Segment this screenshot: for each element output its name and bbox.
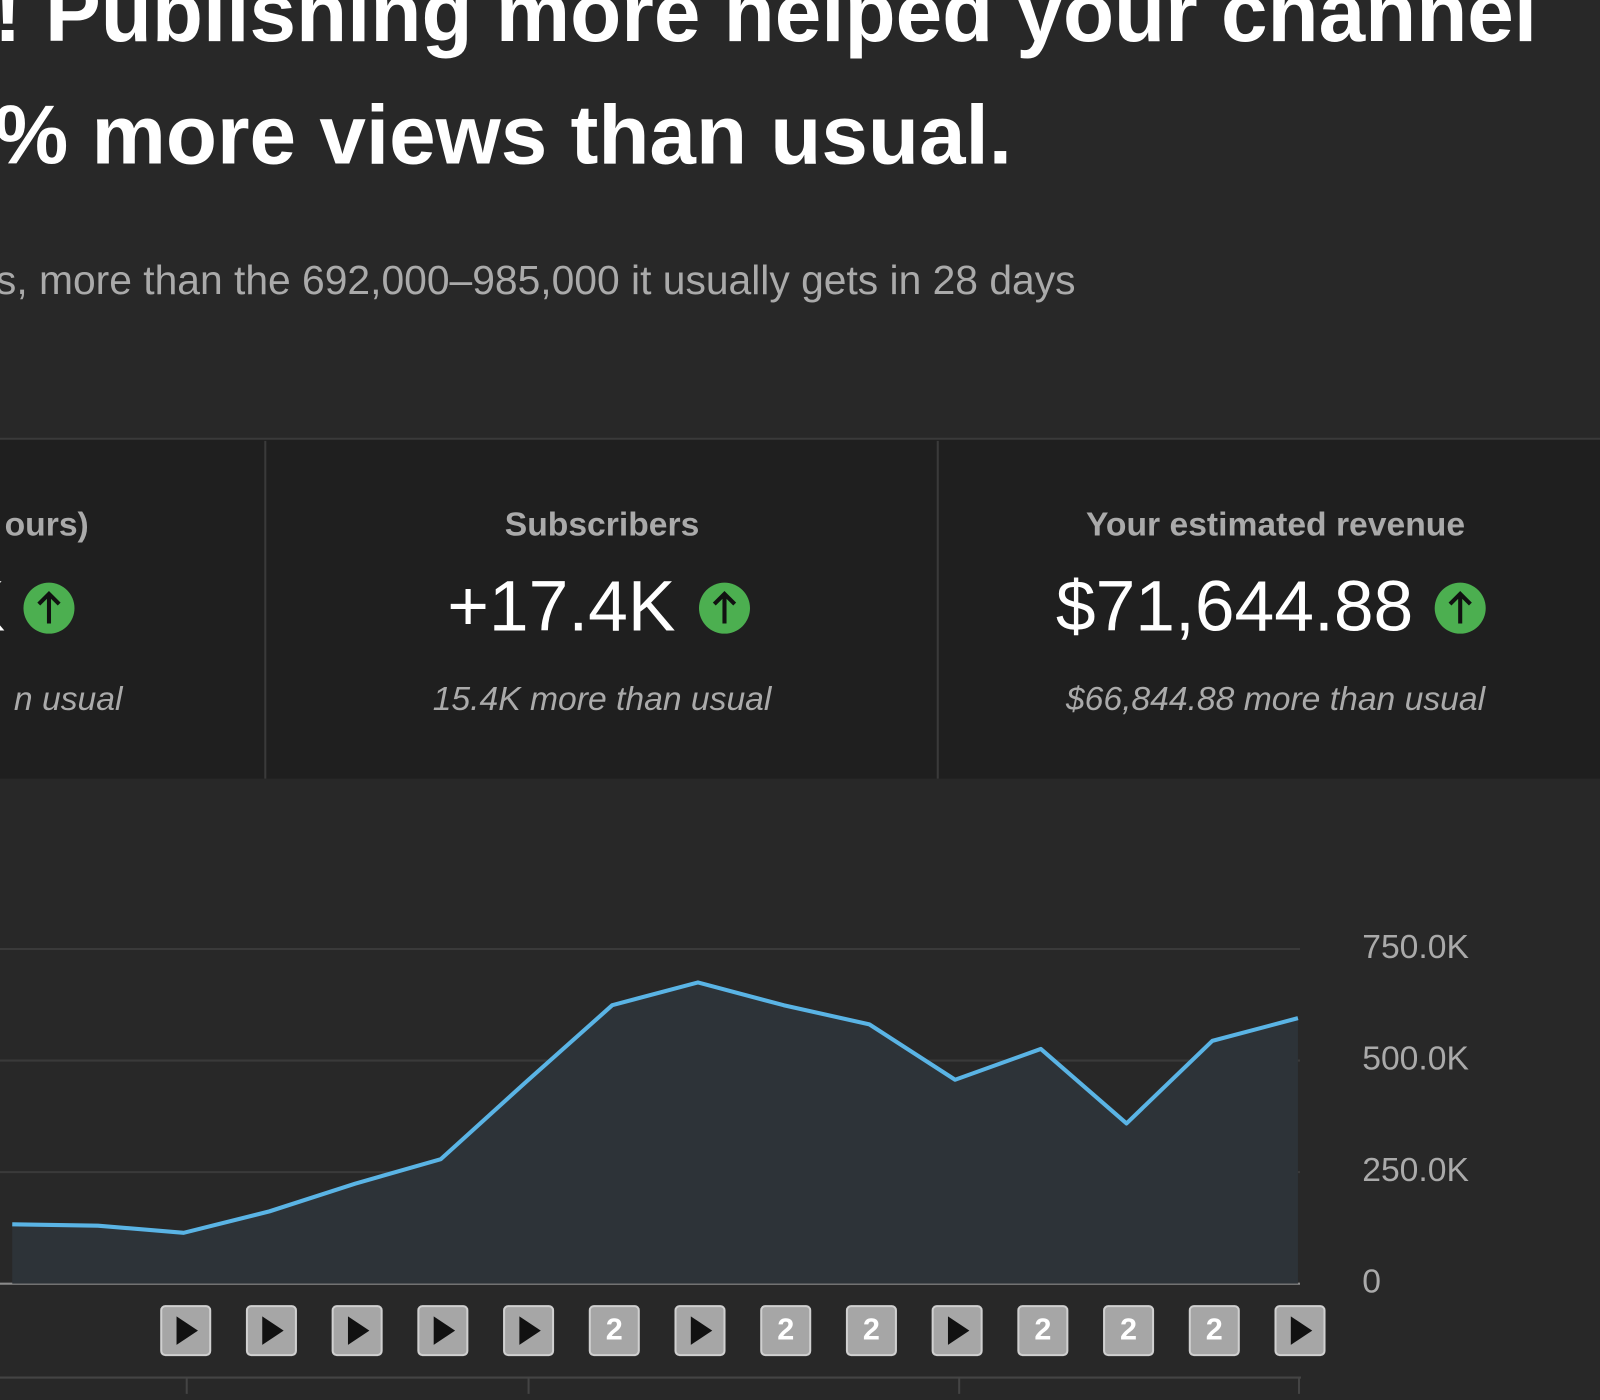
y-tick-label: 500.0K bbox=[1362, 1040, 1469, 1077]
marker-count: 2 bbox=[1034, 1313, 1051, 1347]
play-icon bbox=[176, 1316, 198, 1345]
marker-box bbox=[1017, 1305, 1069, 1357]
headline: ! Publishing more helped your channel bbox=[0, 0, 1537, 59]
marker-box bbox=[760, 1305, 812, 1357]
metric-card[interactable]: ours) K n usual bbox=[0, 507, 124, 718]
metric-title: ours) bbox=[5, 507, 89, 544]
video-marker[interactable] bbox=[503, 1305, 555, 1357]
metric-card[interactable]: Subscribers +17.4K 15.4K more than usual bbox=[433, 507, 773, 718]
up-icon bbox=[1434, 582, 1486, 634]
play-icon bbox=[433, 1316, 456, 1345]
headline: % more views than usual. bbox=[0, 87, 1012, 181]
play-icon bbox=[347, 1316, 370, 1345]
video-marker[interactable] bbox=[160, 1305, 212, 1357]
metric-value: +17.4K bbox=[447, 567, 675, 647]
video-marker[interactable]: 2 bbox=[1103, 1305, 1155, 1357]
video-marker[interactable] bbox=[1274, 1305, 1326, 1357]
marker-box bbox=[588, 1305, 640, 1357]
up-icon bbox=[698, 582, 750, 634]
y-tick-label: 250.0K bbox=[1362, 1152, 1469, 1189]
play-icon bbox=[947, 1316, 970, 1345]
video-marker[interactable] bbox=[931, 1305, 983, 1357]
marker-count: 2 bbox=[1120, 1313, 1137, 1347]
metrics-row bbox=[0, 438, 1600, 779]
marker-box bbox=[845, 1305, 897, 1357]
metric-value: K bbox=[0, 567, 5, 647]
marker-count: 2 bbox=[777, 1313, 794, 1347]
video-marker[interactable]: 2 bbox=[760, 1305, 812, 1357]
metric-title: Your estimated revenue bbox=[1086, 507, 1465, 544]
marker-count: 2 bbox=[1206, 1313, 1223, 1347]
video-marker[interactable] bbox=[245, 1305, 297, 1357]
play-icon bbox=[519, 1316, 541, 1345]
chart: 0 250.0K 500.0K 750.0K 2 2 2 2 2 2 bbox=[0, 929, 1469, 1357]
y-tick-label: 0 bbox=[1362, 1264, 1381, 1301]
metric-note: $66,844.88 more than usual bbox=[1065, 681, 1487, 718]
video-marker[interactable] bbox=[417, 1305, 469, 1357]
play-icon bbox=[262, 1316, 284, 1345]
line bbox=[12, 980, 1299, 1235]
metric-title: Subscribers bbox=[505, 507, 700, 544]
subtitle: s, more than the 692,000–985,000 it usua… bbox=[0, 257, 1076, 303]
video-marker[interactable] bbox=[674, 1305, 726, 1357]
metric-card[interactable]: Your estimated revenue $71,644.88 $66,84… bbox=[1056, 507, 1487, 718]
video-marker[interactable]: 2 bbox=[588, 1305, 640, 1357]
video-marker[interactable]: 2 bbox=[1188, 1305, 1240, 1357]
marker-box bbox=[1103, 1305, 1155, 1357]
area bbox=[12, 982, 1298, 1284]
video-marker[interactable]: 2 bbox=[845, 1305, 897, 1357]
marker-count: 2 bbox=[863, 1313, 880, 1347]
play-icon bbox=[690, 1316, 713, 1345]
video-marker[interactable]: 2 bbox=[1017, 1305, 1069, 1357]
up-icon bbox=[23, 582, 75, 634]
video-marker[interactable] bbox=[331, 1305, 383, 1357]
y-tick-label: 750.0K bbox=[1362, 929, 1469, 966]
metric-note: n usual bbox=[14, 681, 124, 718]
marker-box bbox=[1188, 1305, 1240, 1357]
play-icon bbox=[1290, 1316, 1313, 1345]
metric-value: $71,644.88 bbox=[1056, 567, 1413, 647]
metric-note: 15.4K more than usual bbox=[433, 681, 773, 718]
marker-count: 2 bbox=[606, 1313, 623, 1347]
